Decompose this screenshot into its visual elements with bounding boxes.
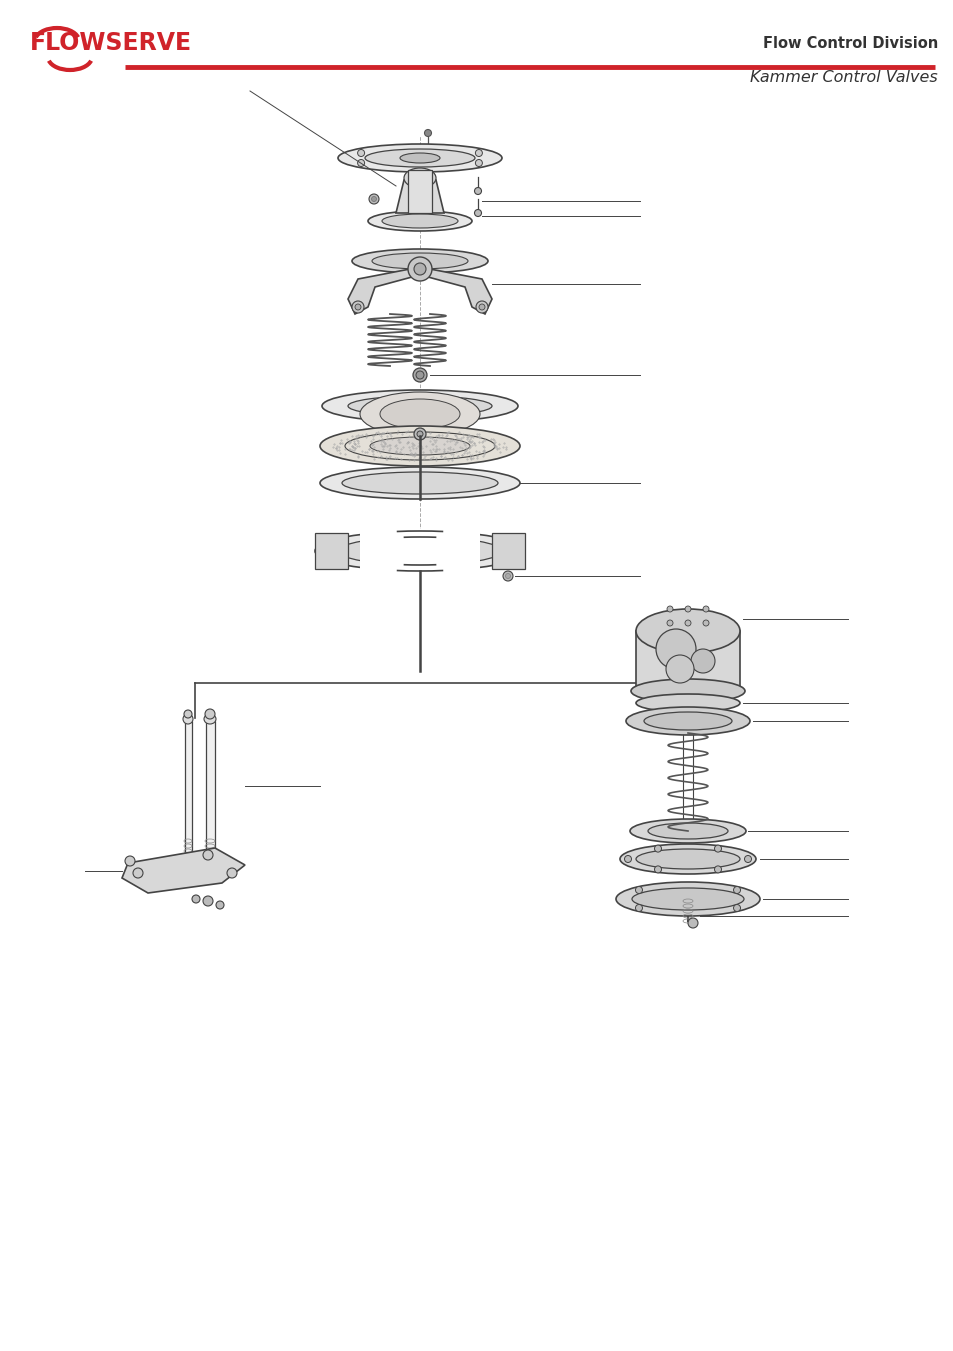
Circle shape [656, 630, 696, 669]
Bar [206, 721, 214, 861]
Circle shape [702, 607, 708, 612]
Ellipse shape [352, 249, 488, 273]
Circle shape [684, 620, 690, 626]
Ellipse shape [337, 536, 501, 565]
Polygon shape [428, 269, 492, 313]
Circle shape [132, 867, 143, 878]
Ellipse shape [319, 426, 519, 466]
Text: FLOWSERVE: FLOWSERVE [30, 31, 192, 55]
Polygon shape [314, 534, 348, 569]
Text: Flow Control Division: Flow Control Division [762, 36, 937, 51]
Circle shape [192, 894, 200, 902]
Circle shape [666, 607, 672, 612]
Circle shape [502, 571, 513, 581]
Ellipse shape [403, 168, 436, 188]
Circle shape [371, 196, 376, 201]
Ellipse shape [636, 848, 740, 869]
Bar [185, 721, 192, 861]
Polygon shape [636, 631, 740, 690]
Circle shape [690, 648, 714, 673]
Ellipse shape [631, 888, 743, 911]
Circle shape [665, 655, 693, 684]
Circle shape [416, 431, 422, 436]
Ellipse shape [337, 145, 501, 172]
Ellipse shape [322, 390, 517, 422]
Circle shape [408, 257, 432, 281]
Ellipse shape [636, 694, 740, 712]
Ellipse shape [379, 399, 459, 430]
Ellipse shape [341, 471, 497, 494]
Circle shape [733, 905, 740, 912]
Text: Kammer Control Valves: Kammer Control Valves [749, 70, 937, 85]
Ellipse shape [647, 823, 727, 839]
Ellipse shape [616, 882, 760, 916]
Circle shape [702, 620, 708, 626]
Circle shape [476, 301, 488, 313]
Circle shape [205, 709, 214, 719]
Polygon shape [408, 170, 432, 213]
Circle shape [355, 304, 360, 309]
Circle shape [414, 428, 426, 440]
Circle shape [203, 850, 213, 861]
Circle shape [184, 711, 192, 717]
Circle shape [654, 846, 660, 852]
Circle shape [125, 857, 135, 866]
Circle shape [416, 372, 423, 380]
Circle shape [414, 263, 426, 276]
Ellipse shape [319, 467, 519, 499]
Ellipse shape [370, 436, 470, 455]
Circle shape [714, 866, 720, 873]
Ellipse shape [183, 713, 193, 724]
Ellipse shape [314, 531, 524, 571]
Circle shape [413, 367, 427, 382]
Circle shape [733, 886, 740, 893]
Ellipse shape [204, 713, 215, 724]
Polygon shape [122, 848, 245, 893]
Ellipse shape [368, 211, 472, 231]
Circle shape [215, 901, 224, 909]
Ellipse shape [399, 153, 439, 163]
Circle shape [357, 150, 364, 157]
Circle shape [624, 855, 631, 862]
Circle shape [666, 620, 672, 626]
Circle shape [475, 150, 482, 157]
Circle shape [635, 886, 641, 893]
Circle shape [203, 896, 213, 907]
Circle shape [227, 867, 236, 878]
Circle shape [475, 159, 482, 166]
Ellipse shape [359, 392, 479, 436]
Circle shape [352, 301, 364, 313]
Polygon shape [348, 269, 412, 313]
Circle shape [687, 917, 698, 928]
Ellipse shape [636, 609, 740, 653]
Circle shape [714, 846, 720, 852]
Circle shape [478, 304, 484, 309]
Circle shape [635, 905, 641, 912]
Circle shape [743, 855, 751, 862]
Circle shape [474, 209, 481, 216]
Ellipse shape [630, 680, 744, 703]
Ellipse shape [625, 707, 749, 735]
Polygon shape [395, 180, 443, 213]
Ellipse shape [381, 213, 457, 228]
Ellipse shape [348, 396, 492, 416]
Polygon shape [492, 534, 524, 569]
Circle shape [369, 195, 378, 204]
Circle shape [424, 130, 431, 136]
Circle shape [357, 159, 364, 166]
Polygon shape [359, 530, 479, 573]
Circle shape [505, 574, 510, 578]
Ellipse shape [372, 253, 468, 269]
Ellipse shape [629, 819, 745, 843]
Circle shape [474, 188, 481, 195]
Ellipse shape [619, 844, 755, 874]
Ellipse shape [365, 149, 475, 168]
Circle shape [654, 866, 660, 873]
Ellipse shape [643, 712, 731, 730]
Circle shape [684, 607, 690, 612]
